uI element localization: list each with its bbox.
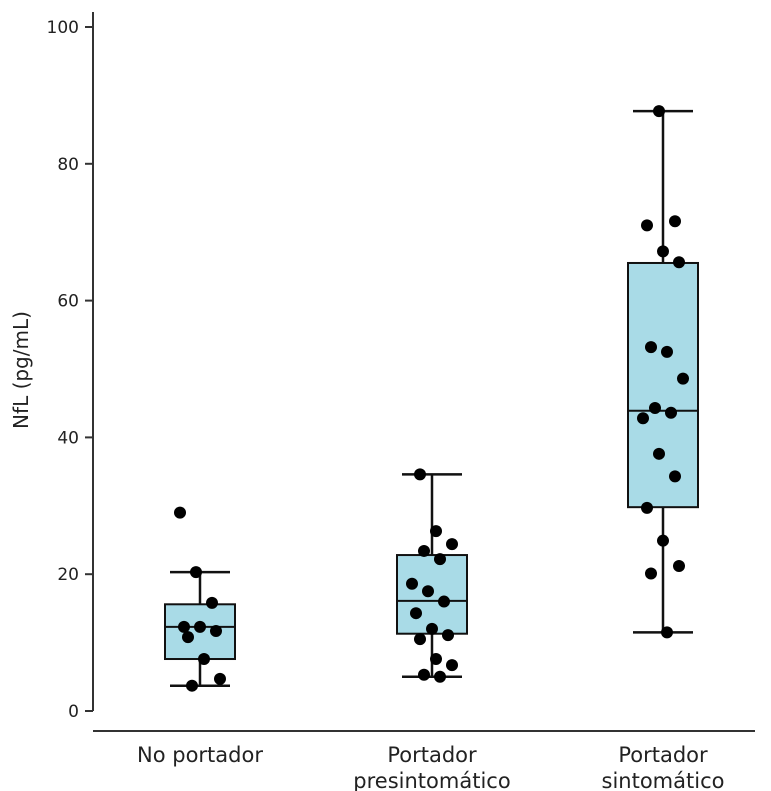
data-point bbox=[653, 447, 665, 460]
data-point bbox=[661, 626, 673, 639]
data-point bbox=[673, 559, 685, 572]
data-point bbox=[410, 607, 422, 620]
data-point bbox=[198, 653, 210, 666]
data-point bbox=[206, 596, 218, 609]
y-tick-label: 60 bbox=[57, 292, 79, 312]
data-point bbox=[414, 468, 426, 481]
data-point bbox=[669, 470, 681, 483]
data-point bbox=[645, 567, 657, 580]
data-point bbox=[174, 506, 186, 519]
data-point bbox=[430, 653, 442, 666]
y-tick-label: 100 bbox=[47, 18, 79, 38]
data-point bbox=[438, 595, 450, 608]
x-tick-label: Portador bbox=[387, 743, 477, 767]
data-point bbox=[649, 401, 661, 414]
data-point bbox=[430, 525, 442, 538]
data-point bbox=[657, 534, 669, 547]
y-tick-label: 20 bbox=[57, 565, 79, 585]
data-point bbox=[446, 538, 458, 551]
y-tick-label: 40 bbox=[57, 428, 79, 448]
data-point bbox=[418, 544, 430, 557]
data-point bbox=[406, 577, 418, 590]
data-point bbox=[637, 412, 649, 425]
data-point bbox=[434, 553, 446, 566]
data-point bbox=[661, 345, 673, 358]
data-point bbox=[673, 256, 685, 269]
data-point bbox=[418, 668, 430, 681]
box bbox=[627, 261, 699, 509]
y-axis-label: NfL (pg/mL) bbox=[9, 311, 33, 429]
data-point bbox=[641, 219, 653, 232]
y-tick-label: 80 bbox=[57, 155, 79, 175]
data-point bbox=[210, 624, 222, 637]
data-point bbox=[657, 245, 669, 258]
x-tick-label: No portador bbox=[137, 743, 263, 767]
data-point bbox=[677, 372, 689, 385]
data-point bbox=[434, 670, 446, 683]
data-point bbox=[190, 566, 202, 579]
y-tick-label: 0 bbox=[68, 702, 79, 722]
data-point bbox=[414, 633, 426, 646]
data-point bbox=[186, 679, 198, 692]
data-point bbox=[653, 105, 665, 118]
data-point bbox=[422, 585, 434, 598]
data-point bbox=[669, 215, 681, 228]
x-tick-label: Portador bbox=[618, 743, 708, 767]
data-point bbox=[214, 672, 226, 685]
data-point bbox=[182, 631, 194, 644]
data-point bbox=[665, 406, 677, 419]
data-point bbox=[446, 659, 458, 672]
x-tick-label: presintomático bbox=[353, 769, 510, 791]
x-tick-label: sintomático bbox=[602, 769, 725, 791]
data-point bbox=[641, 501, 653, 514]
data-point bbox=[645, 341, 657, 354]
data-point bbox=[194, 620, 206, 633]
data-point bbox=[442, 629, 454, 642]
data-point bbox=[178, 620, 190, 633]
data-point bbox=[426, 622, 438, 635]
